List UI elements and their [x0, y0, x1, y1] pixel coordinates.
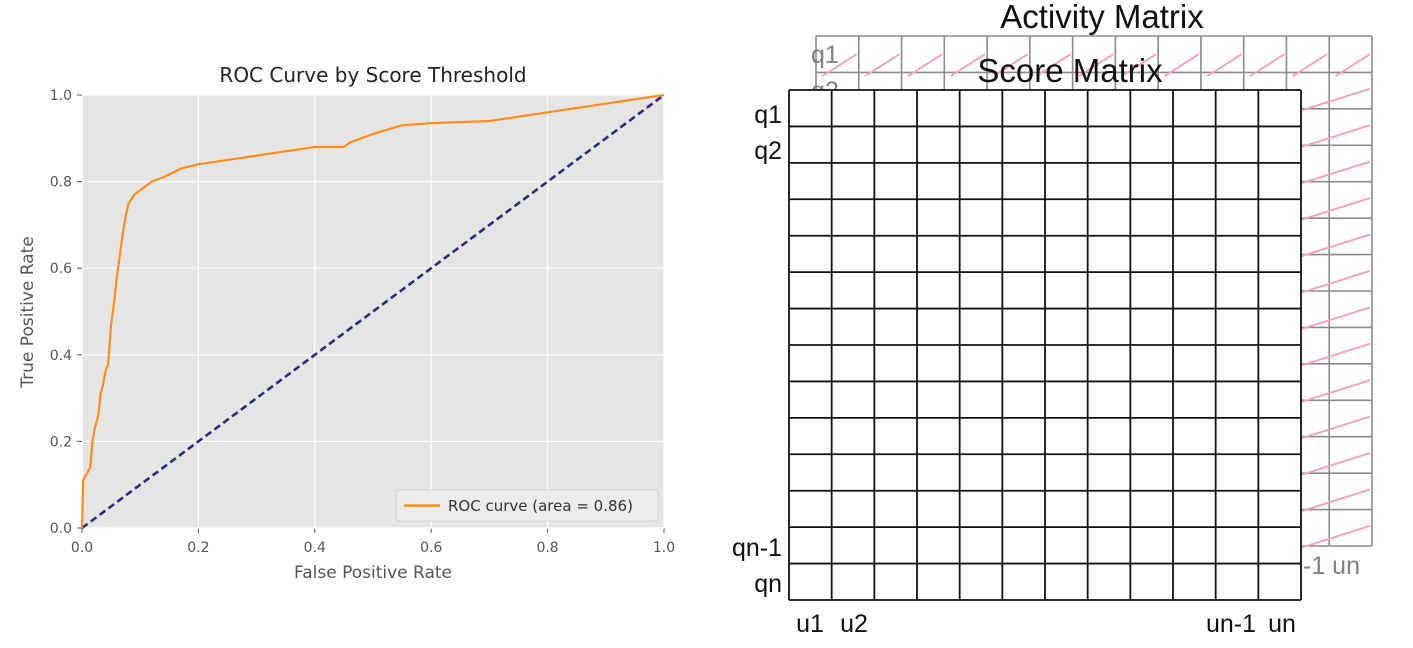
roc-plot-background	[82, 95, 664, 528]
col-label-un: un	[1268, 610, 1296, 638]
activity-hatch-mark	[1294, 342, 1371, 369]
activity-hatch-mark	[1294, 415, 1371, 442]
activity-hatch-mark	[1294, 270, 1371, 296]
legend-box	[395, 489, 659, 522]
activity-matrix-title: Activity Matrix	[1000, 0, 1204, 35]
roc-x-axis-label: False Positive Rate	[294, 563, 452, 583]
score-matrix-grid	[788, 89, 1302, 601]
activity-hatch-mark	[1164, 53, 1200, 77]
y-tick-label: 0.4	[50, 348, 72, 364]
activity-hatch-mark	[1206, 53, 1243, 77]
activity-hatch-mark	[907, 53, 943, 77]
activity-hatch-mark	[1294, 87, 1371, 114]
y-tick-label: 0.0	[50, 521, 72, 537]
row-label-q1: q1	[754, 101, 782, 129]
roc-legend: ROC curve (area = 0.86)	[395, 489, 659, 522]
activity-matrix-hatching	[821, 53, 1371, 551]
col-label-un-1: un-1	[1206, 610, 1256, 638]
activity-hatch-mark	[864, 53, 900, 77]
roc-chart: 0.0 0.2 0.4 0.6 0.8 1.0 0.0 0.2 0.4 0.6 0.8 1.0 ROC…	[18, 63, 675, 583]
x-tick-label: 0.0	[71, 540, 93, 556]
activity-hatch-mark	[1294, 233, 1371, 260]
x-tick-label: 0.8	[536, 540, 558, 556]
legend-entry-roc-curve: ROC curve (area = 0.86)	[448, 497, 633, 515]
activity-hatch-mark	[1294, 452, 1371, 478]
row-label-qn-1: qn-1	[732, 534, 782, 562]
activity-hatch-mark	[1121, 53, 1157, 77]
x-tick-label: 0.4	[304, 540, 326, 556]
activity-col-label-un: -1 un	[1303, 552, 1360, 580]
activity-hatch-mark	[1078, 53, 1114, 77]
col-label-u1: u1	[796, 610, 824, 638]
activity-hatch-mark	[1294, 306, 1371, 333]
roc-chart-title: ROC Curve by Score Threshold	[219, 63, 526, 87]
roc-curve-line	[80, 93, 665, 529]
activity-hatch-mark	[1294, 379, 1371, 405]
activity-hatch-mark	[1294, 124, 1371, 150]
y-tick-label: 0.8	[50, 175, 72, 191]
y-tick-label: 0.2	[50, 434, 72, 450]
activity-hatch-mark	[992, 53, 1029, 77]
score-matrix-title: Score Matrix	[977, 52, 1163, 89]
row-label-q2: q2	[754, 137, 782, 165]
activity-hatch-mark	[1249, 53, 1285, 77]
col-label-u2: u2	[840, 610, 868, 638]
activity-hatch-mark	[1294, 197, 1371, 223]
x-tick-label: 1.0	[653, 540, 675, 556]
activity-hatch-mark	[1335, 53, 1371, 77]
x-tick-label: 0.6	[420, 540, 442, 556]
roc-plot-area: 0.0 0.2 0.4 0.6 0.8 1.0 0.0 0.2 0.4 0.6 0.8 1.0	[50, 88, 675, 556]
activity-hatch-mark	[1035, 53, 1072, 77]
y-tick-label: 1.0	[50, 88, 72, 104]
roc-y-axis-label: True Positive Rate	[18, 236, 38, 388]
y-tick-label: 0.6	[50, 261, 72, 277]
activity-row-label-q1: q1	[811, 41, 839, 69]
row-label-qn: qn	[754, 570, 782, 598]
activity-hatch-mark	[821, 53, 858, 77]
activity-hatch-mark	[1292, 53, 1328, 77]
activity-hatch-mark	[1294, 525, 1371, 551]
x-tick-label: 0.2	[187, 540, 209, 556]
activity-hatch-mark	[950, 53, 986, 77]
activity-hatch-mark	[1294, 488, 1371, 515]
activity-hatch-mark	[1294, 160, 1371, 187]
